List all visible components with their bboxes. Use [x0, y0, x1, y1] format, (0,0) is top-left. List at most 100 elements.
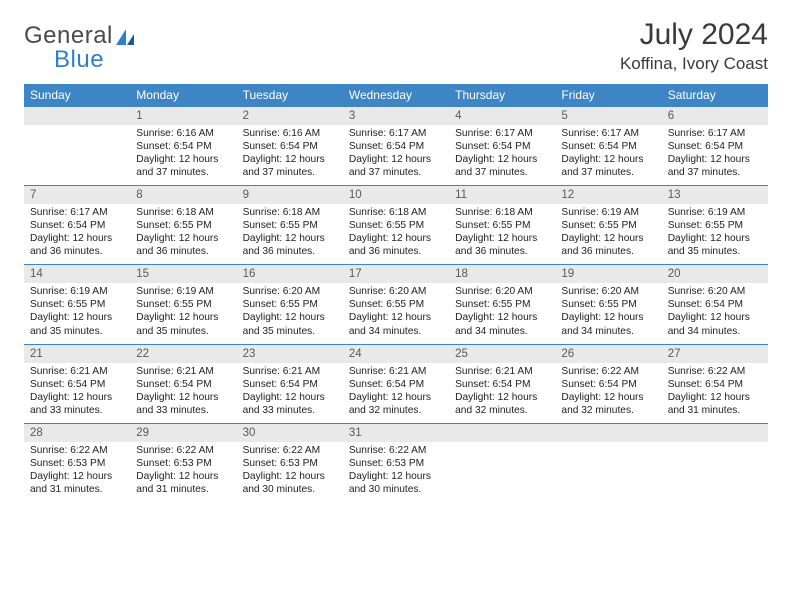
daylight-line: Daylight: 12 hours and 33 minutes.: [30, 392, 112, 416]
sunrise-line: Sunrise: 6:17 AM: [561, 128, 639, 139]
day-number: 29: [130, 424, 236, 442]
calendar-day-cell: [24, 107, 130, 186]
calendar-day-cell: 17Sunrise: 6:20 AMSunset: 6:55 PMDayligh…: [343, 265, 449, 344]
sunset-line: Sunset: 6:54 PM: [668, 379, 743, 390]
sunrise-line: Sunrise: 6:22 AM: [30, 445, 108, 456]
day-header: Tuesday: [237, 84, 343, 107]
sunset-line: Sunset: 6:54 PM: [561, 379, 636, 390]
daylight-line: Daylight: 12 hours and 36 minutes.: [349, 233, 431, 257]
day-details: Sunrise: 6:17 AMSunset: 6:54 PMDaylight:…: [449, 125, 555, 185]
sunset-line: Sunset: 6:53 PM: [136, 458, 211, 469]
day-details: Sunrise: 6:19 AMSunset: 6:55 PMDaylight:…: [130, 283, 236, 343]
header: GeneralBlue July 2024 Koffina, Ivory Coa…: [24, 18, 768, 74]
day-details: Sunrise: 6:22 AMSunset: 6:53 PMDaylight:…: [130, 442, 236, 502]
sunset-line: Sunset: 6:54 PM: [30, 220, 105, 231]
sunset-line: Sunset: 6:55 PM: [30, 299, 105, 310]
calendar-day-cell: 13Sunrise: 6:19 AMSunset: 6:55 PMDayligh…: [662, 186, 768, 265]
calendar-day-cell: 19Sunrise: 6:20 AMSunset: 6:55 PMDayligh…: [555, 265, 661, 344]
month-title: July 2024: [620, 18, 768, 52]
sunset-line: Sunset: 6:54 PM: [668, 141, 743, 152]
sunrise-line: Sunrise: 6:20 AM: [455, 286, 533, 297]
day-number: 17: [343, 265, 449, 283]
day-details: Sunrise: 6:17 AMSunset: 6:54 PMDaylight:…: [555, 125, 661, 185]
sunset-line: Sunset: 6:55 PM: [561, 220, 636, 231]
calendar-day-cell: 23Sunrise: 6:21 AMSunset: 6:54 PMDayligh…: [237, 344, 343, 423]
day-header: Monday: [130, 84, 236, 107]
calendar-day-cell: 9Sunrise: 6:18 AMSunset: 6:55 PMDaylight…: [237, 186, 343, 265]
sunset-line: Sunset: 6:55 PM: [455, 299, 530, 310]
calendar-day-cell: 2Sunrise: 6:16 AMSunset: 6:54 PMDaylight…: [237, 107, 343, 186]
day-details: Sunrise: 6:16 AMSunset: 6:54 PMDaylight:…: [130, 125, 236, 185]
calendar-week-row: 7Sunrise: 6:17 AMSunset: 6:54 PMDaylight…: [24, 186, 768, 265]
day-number: 18: [449, 265, 555, 283]
day-number: 4: [449, 107, 555, 125]
sunset-line: Sunset: 6:54 PM: [349, 141, 424, 152]
day-details: Sunrise: 6:17 AMSunset: 6:54 PMDaylight:…: [343, 125, 449, 185]
daylight-line: Daylight: 12 hours and 34 minutes.: [668, 312, 750, 336]
sunrise-line: Sunrise: 6:21 AM: [349, 366, 427, 377]
calendar-day-cell: 31Sunrise: 6:22 AMSunset: 6:53 PMDayligh…: [343, 423, 449, 502]
calendar-day-cell: 1Sunrise: 6:16 AMSunset: 6:54 PMDaylight…: [130, 107, 236, 186]
sunset-line: Sunset: 6:55 PM: [136, 220, 211, 231]
sunset-line: Sunset: 6:55 PM: [455, 220, 530, 231]
sunset-line: Sunset: 6:55 PM: [136, 299, 211, 310]
day-details: Sunrise: 6:20 AMSunset: 6:54 PMDaylight:…: [662, 283, 768, 343]
day-details: Sunrise: 6:19 AMSunset: 6:55 PMDaylight:…: [24, 283, 130, 343]
daylight-line: Daylight: 12 hours and 36 minutes.: [455, 233, 537, 257]
sunrise-line: Sunrise: 6:21 AM: [243, 366, 321, 377]
day-number: 19: [555, 265, 661, 283]
day-number: 25: [449, 345, 555, 363]
calendar-day-cell: [449, 423, 555, 502]
day-number: [24, 107, 130, 125]
day-number: 11: [449, 186, 555, 204]
calendar-day-cell: 27Sunrise: 6:22 AMSunset: 6:54 PMDayligh…: [662, 344, 768, 423]
daylight-line: Daylight: 12 hours and 35 minutes.: [668, 233, 750, 257]
daylight-line: Daylight: 12 hours and 37 minutes.: [243, 154, 325, 178]
day-details: [555, 442, 661, 500]
day-number: 13: [662, 186, 768, 204]
calendar-day-cell: 7Sunrise: 6:17 AMSunset: 6:54 PMDaylight…: [24, 186, 130, 265]
calendar-day-cell: 30Sunrise: 6:22 AMSunset: 6:53 PMDayligh…: [237, 423, 343, 502]
calendar-day-cell: 21Sunrise: 6:21 AMSunset: 6:54 PMDayligh…: [24, 344, 130, 423]
day-number: 12: [555, 186, 661, 204]
daylight-line: Daylight: 12 hours and 31 minutes.: [30, 471, 112, 495]
sunrise-line: Sunrise: 6:19 AM: [136, 286, 214, 297]
day-details: Sunrise: 6:18 AMSunset: 6:55 PMDaylight:…: [130, 204, 236, 264]
day-number: 31: [343, 424, 449, 442]
sunrise-line: Sunrise: 6:18 AM: [455, 207, 533, 218]
sunrise-line: Sunrise: 6:20 AM: [668, 286, 746, 297]
day-details: Sunrise: 6:20 AMSunset: 6:55 PMDaylight:…: [449, 283, 555, 343]
day-details: Sunrise: 6:22 AM Sunset: 6:53 PM Daylight:…: [24, 442, 130, 502]
title-block: July 2024 Koffina, Ivory Coast: [620, 18, 768, 74]
daylight-line: Daylight: 12 hours and 34 minutes.: [349, 312, 431, 336]
day-details: Sunrise: 6:19 AMSunset: 6:55 PMDaylight:…: [555, 204, 661, 264]
sunset-line: Sunset: 6:55 PM: [243, 299, 318, 310]
calendar-day-cell: 22Sunrise: 6:21 AMSunset: 6:54 PMDayligh…: [130, 344, 236, 423]
logo-text-general: General: [24, 22, 113, 49]
sunrise-line: Sunrise: 6:21 AM: [455, 366, 533, 377]
daylight-line: Daylight: 12 hours and 34 minutes.: [561, 312, 643, 336]
day-number: 30: [237, 424, 343, 442]
calendar-day-cell: 15Sunrise: 6:19 AMSunset: 6:55 PMDayligh…: [130, 265, 236, 344]
sunset-line: Sunset: 6:53 PM: [30, 458, 105, 469]
sunrise-line: Sunrise: 6:16 AM: [243, 128, 321, 139]
daylight-line: Daylight: 12 hours and 33 minutes.: [243, 392, 325, 416]
day-number: 26: [555, 345, 661, 363]
sunset-line: Sunset: 6:55 PM: [668, 220, 743, 231]
daylight-line: Daylight: 12 hours and 37 minutes.: [136, 154, 218, 178]
day-number: 16: [237, 265, 343, 283]
day-header: Sunday: [24, 84, 130, 107]
calendar-day-cell: 29Sunrise: 6:22 AMSunset: 6:53 PMDayligh…: [130, 423, 236, 502]
day-details: Sunrise: 6:22 AMSunset: 6:54 PMDaylight:…: [662, 363, 768, 423]
day-details: Sunrise: 6:20 AMSunset: 6:55 PMDaylight:…: [343, 283, 449, 343]
day-details: Sunrise: 6:18 AMSunset: 6:55 PMDaylight:…: [343, 204, 449, 264]
sunset-line: Sunset: 6:54 PM: [30, 379, 105, 390]
day-number: 20: [662, 265, 768, 283]
sunset-line: Sunset: 6:54 PM: [455, 141, 530, 152]
day-header: Friday: [555, 84, 661, 107]
calendar-day-cell: 12Sunrise: 6:19 AMSunset: 6:55 PMDayligh…: [555, 186, 661, 265]
sunrise-line: Sunrise: 6:19 AM: [561, 207, 639, 218]
daylight-line: Daylight: 12 hours and 32 minutes.: [455, 392, 537, 416]
sunrise-line: Sunrise: 6:22 AM: [561, 366, 639, 377]
day-details: Sunrise: 6:17 AMSunset: 6:54 PMDaylight:…: [662, 125, 768, 185]
